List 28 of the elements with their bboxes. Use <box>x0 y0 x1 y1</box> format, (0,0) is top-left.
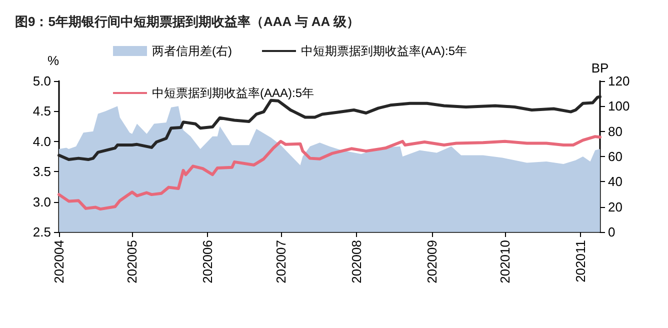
x-tick-label: 202009 <box>424 240 440 284</box>
legend-label: 两者信用差(右) <box>152 44 232 58</box>
y-tick-label: 4.5 <box>32 104 51 119</box>
y-tick-label: 3.0 <box>32 194 51 210</box>
x-tick-label: 202007 <box>273 240 288 284</box>
x-tick-label: 202004 <box>52 240 66 284</box>
legend-label: 中短票据到期收益率(AAA):5年 <box>152 86 314 100</box>
y2-tick-label: 40 <box>608 174 622 190</box>
x-tick-label: 202010 <box>497 240 512 284</box>
x-tick-label: 202011 <box>573 240 588 282</box>
y-axis-title: % <box>47 53 60 68</box>
y-tick-label: 2.5 <box>32 224 51 240</box>
x-tick-label: 202008 <box>348 240 364 284</box>
legend-label: 中短期票据到期收益率(AA):5年 <box>300 44 468 58</box>
y2-tick-label: 20 <box>608 199 622 214</box>
y2-tick-label: 100 <box>608 98 630 114</box>
y2-tick-label: 60 <box>608 149 622 164</box>
y2-tick-label: 120 <box>608 74 630 88</box>
chart-title: 图9：5年期银行间中短期票据到期收益率（AAA 与 AA 级） <box>15 14 360 29</box>
x-tick-label: 202006 <box>200 240 216 284</box>
y2-axis-title: BP <box>591 60 609 76</box>
line-series <box>58 135 602 211</box>
y2-tick-label: 80 <box>608 124 622 139</box>
x-tick-label: 202005 <box>124 240 140 284</box>
y2-tick-label: 0 <box>608 224 616 240</box>
y-tick-label: 3.5 <box>32 164 51 180</box>
y-tick-label: 4.0 <box>32 134 51 149</box>
y-tick-label: 5.0 <box>32 74 51 88</box>
